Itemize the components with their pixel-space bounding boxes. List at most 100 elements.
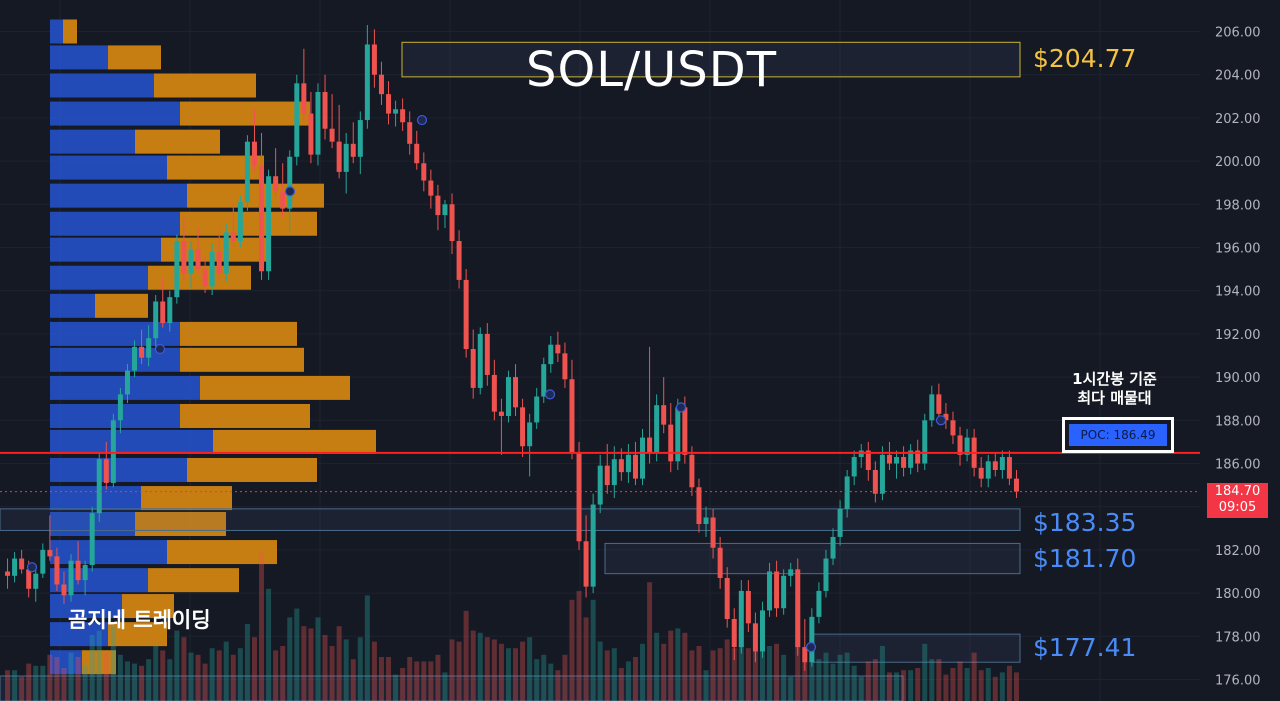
profile-sell-bar (187, 183, 324, 208)
volume-bar (752, 650, 758, 701)
y-axis-background (1200, 0, 1280, 701)
candle-body (999, 457, 1005, 470)
volume-bar (788, 676, 794, 701)
candle-body (181, 241, 187, 274)
candle-body (851, 457, 857, 477)
volume-bar (759, 643, 765, 701)
candle-body (498, 411, 504, 416)
volume-bar (477, 632, 483, 701)
level-label-177: $177.41 (1033, 633, 1137, 662)
volume-bar (280, 646, 286, 701)
poc-box: POC: 186.49 (1062, 417, 1174, 453)
volume-bar (230, 654, 236, 701)
candle-body (386, 94, 392, 114)
volume-bar (315, 617, 321, 701)
volume-bar (266, 588, 272, 701)
candle-body (484, 333, 490, 375)
volume-bar (110, 626, 116, 701)
poc-note: 1시간봉 기준 최다 매물대 (1052, 370, 1177, 408)
candle-body (830, 536, 836, 559)
candle-body (865, 450, 871, 470)
profile-sell-bar (122, 594, 174, 619)
candle-body (89, 513, 95, 566)
volume-bar (534, 659, 540, 701)
profile-sell-bar (63, 19, 77, 44)
profile-buy-bar (50, 457, 187, 482)
candle-body (505, 377, 511, 416)
candle-body (40, 549, 46, 574)
candle-body (195, 249, 201, 270)
level-boxes (0, 41, 1021, 701)
candle-body (209, 251, 215, 287)
volume-bar (378, 657, 384, 701)
candle-body (371, 44, 377, 75)
volume-bar (259, 551, 265, 701)
volume-bar (590, 599, 596, 701)
candle-body (872, 469, 878, 494)
candle-body (767, 571, 773, 611)
level-box (604, 542, 1021, 575)
candle-body (266, 176, 272, 272)
volume-bar (957, 661, 963, 701)
volume-bar (174, 630, 180, 701)
candle-body (922, 420, 928, 464)
candle-body (964, 437, 970, 455)
candle-body (929, 394, 935, 421)
y-tick-label: 180.00 (1215, 587, 1261, 602)
volume-bar (456, 641, 462, 701)
volume-bar (724, 639, 730, 701)
volume-bar (209, 648, 215, 701)
volume-bar (894, 672, 900, 701)
profile-sell-bar (180, 321, 297, 346)
profile-sell-bar (167, 540, 277, 565)
y-tick-label: 196.00 (1215, 242, 1261, 257)
candle-body (837, 508, 843, 537)
volume-bar (167, 659, 173, 701)
signal-marker (935, 415, 947, 426)
profile-buy-bar (50, 45, 108, 70)
volume-bar (809, 641, 815, 701)
candle-body (428, 180, 434, 196)
signal-marker (416, 114, 428, 126)
last-price-tag[interactable]: 184.70 09:05 (1207, 483, 1268, 518)
volume-bar (569, 599, 575, 701)
volume-bar (223, 641, 229, 701)
candle-body (844, 476, 850, 509)
volume-bar (89, 635, 95, 701)
volume-bar (908, 670, 914, 701)
candle-body (957, 435, 963, 455)
candle-body (244, 141, 250, 203)
volume-bar (936, 659, 942, 701)
volume-bar (160, 650, 166, 701)
volume-bar (611, 648, 617, 701)
candle-body (562, 353, 568, 380)
volume-bar (463, 610, 469, 701)
volume-bar (393, 674, 399, 701)
volume-bar (767, 646, 773, 701)
candle-body (534, 396, 540, 423)
volume-bar (604, 650, 610, 701)
volume-bar (597, 641, 603, 701)
profile-sell-bar (180, 211, 317, 236)
candle-body (12, 558, 18, 576)
volume-bar (851, 665, 857, 701)
level-label-204: $204.77 (1033, 44, 1137, 73)
volume-bar (61, 668, 67, 701)
volume-bar (555, 670, 561, 701)
candle-body (188, 249, 194, 274)
candle-body (223, 232, 229, 274)
volume-bar (371, 641, 377, 701)
profile-sell-bar (200, 375, 350, 400)
profile-sell-bar (141, 486, 232, 511)
volume-bar (308, 628, 314, 701)
candle-body (943, 413, 949, 421)
candle-body (604, 465, 610, 486)
volume-bar (357, 637, 363, 701)
candle-body (61, 584, 67, 596)
volume-bar (738, 626, 744, 701)
volume-bar (5, 670, 11, 701)
volume-bar (202, 663, 208, 701)
profile-sell-bar (180, 347, 304, 372)
candle-body (259, 165, 265, 272)
